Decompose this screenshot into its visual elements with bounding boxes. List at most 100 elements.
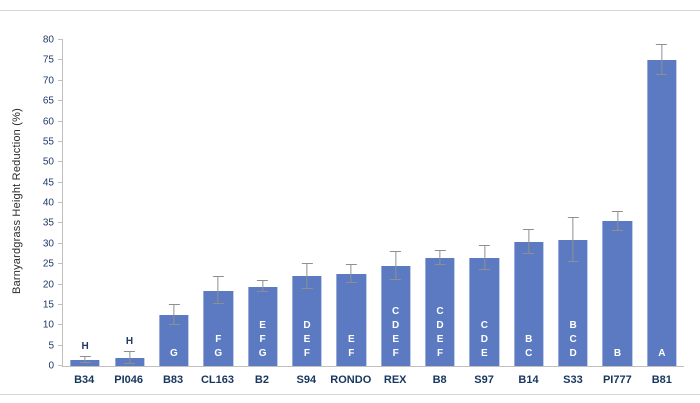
bar-significance-letters: C D E — [480, 320, 489, 359]
x-tick-label: B34 — [74, 374, 95, 386]
error-cap-bottom — [567, 260, 579, 262]
y-tick-label: 15 — [42, 299, 54, 311]
error-bar — [661, 45, 663, 76]
y-tick-label: 40 — [42, 197, 54, 209]
error-cap-top — [656, 44, 668, 46]
bar — [647, 60, 677, 366]
top-divider — [0, 10, 700, 11]
bar-column: B C D — [558, 40, 588, 366]
error-cap-bottom — [478, 269, 490, 271]
y-tick-mark — [58, 100, 63, 102]
x-tick-label: REX — [383, 374, 407, 386]
bar — [336, 274, 366, 366]
bar-significance-letters: B C D — [569, 320, 577, 359]
error-cap-top — [168, 303, 180, 305]
y-tick-label: 25 — [42, 258, 54, 270]
y-tick-mark — [58, 79, 63, 81]
error-cap-top — [257, 279, 269, 281]
error-cap-bottom — [212, 303, 224, 305]
bar-significance-letters: G — [169, 348, 178, 359]
bar — [292, 276, 322, 366]
bar-significance-letters: F G — [214, 334, 223, 359]
error-cap-bottom — [257, 291, 269, 293]
bar-column: G — [159, 40, 189, 366]
y-tick-mark — [58, 283, 63, 285]
error-bar — [572, 217, 574, 262]
bar-significance-letters: C D E F — [392, 306, 400, 359]
error-bar — [439, 250, 441, 266]
y-tick-mark — [58, 365, 63, 366]
bar-column: H — [114, 40, 145, 366]
error-cap-top — [523, 228, 535, 230]
error-bar — [528, 229, 530, 254]
plot-area: 0 5 10 15 20 25 30 35 40 45 50 55 60 65 70 75 80 H H G F G E … — [43, 35, 684, 372]
error-cap-top — [301, 263, 313, 265]
error-bar — [262, 280, 264, 293]
error-bar — [616, 211, 618, 232]
bar-significance-letters: D E F — [303, 320, 311, 359]
bar — [469, 258, 500, 366]
y-tick-label: 45 — [42, 177, 54, 189]
y-tick-mark — [58, 202, 63, 203]
error-cap-bottom — [124, 362, 136, 364]
x-tick-label: CL163 — [200, 374, 235, 386]
bar-column: C D E — [469, 40, 500, 366]
x-tick-label: B81 — [651, 374, 672, 386]
x-tick-label: S33 — [563, 374, 583, 386]
error-cap-top — [611, 210, 623, 212]
y-tick-mark — [58, 242, 63, 244]
error-bar — [395, 252, 397, 281]
error-bar — [483, 245, 485, 271]
error-cap-top — [124, 351, 136, 353]
bar-column: C D E F — [381, 40, 411, 366]
x-tick-label: PI777 — [602, 374, 632, 386]
bar-column: B — [602, 40, 633, 366]
error-cap-bottom — [523, 252, 535, 254]
y-tick-mark — [58, 222, 63, 224]
y-tick-mark — [58, 59, 63, 61]
error-cap-bottom — [301, 287, 313, 289]
bar — [247, 286, 278, 366]
y-tick-label: 55 — [42, 136, 54, 148]
error-cap-bottom — [79, 362, 91, 364]
bar-column: B C — [514, 40, 544, 366]
error-cap-bottom — [656, 74, 668, 76]
y-tick-label: 50 — [42, 156, 54, 168]
error-cap-top — [434, 249, 446, 251]
error-cap-bottom — [168, 324, 180, 326]
x-tick-label: PI046 — [114, 374, 144, 386]
x-tick-label: S94 — [296, 374, 317, 386]
error-cap-bottom — [434, 264, 446, 266]
bar-column: E F — [336, 40, 366, 366]
error-bar — [217, 277, 219, 305]
bar-significance-letters: E F — [347, 334, 355, 359]
error-bar — [350, 265, 352, 284]
y-tick-label: 30 — [42, 238, 54, 250]
y-tick-label: 65 — [42, 95, 54, 107]
x-axis-labels: B34 PI046 B83 CL163 B2 S94 RONDO REX B8 S97 B14 S33… — [62, 367, 684, 395]
y-tick-mark — [58, 181, 63, 183]
error-cap-top — [345, 264, 357, 266]
x-tick-label: B8 — [432, 374, 447, 386]
y-tick-mark — [58, 120, 63, 122]
y-tick-mark — [58, 303, 63, 305]
y-axis-title: Barnyardgrass Height Reduction (%) — [11, 108, 23, 294]
error-cap-top — [390, 251, 402, 253]
error-bar — [129, 352, 131, 364]
error-bar — [306, 264, 308, 289]
x-tick-label: B2 — [254, 374, 269, 386]
y-tick-label: 75 — [42, 54, 54, 66]
y-tick-mark — [58, 324, 63, 326]
bar-column: D E F — [292, 40, 322, 366]
bar — [602, 221, 633, 366]
y-tick-mark — [58, 39, 63, 40]
error-cap-top — [79, 355, 91, 357]
bar — [381, 266, 411, 366]
error-bar — [84, 356, 86, 364]
y-tick-mark — [58, 161, 63, 163]
bar-column: H — [70, 40, 100, 366]
error-cap-top — [212, 276, 224, 278]
error-bar — [173, 304, 175, 326]
bar-significance-letters: H — [81, 340, 89, 352]
bar-significance-letters: C D E F — [436, 306, 444, 359]
